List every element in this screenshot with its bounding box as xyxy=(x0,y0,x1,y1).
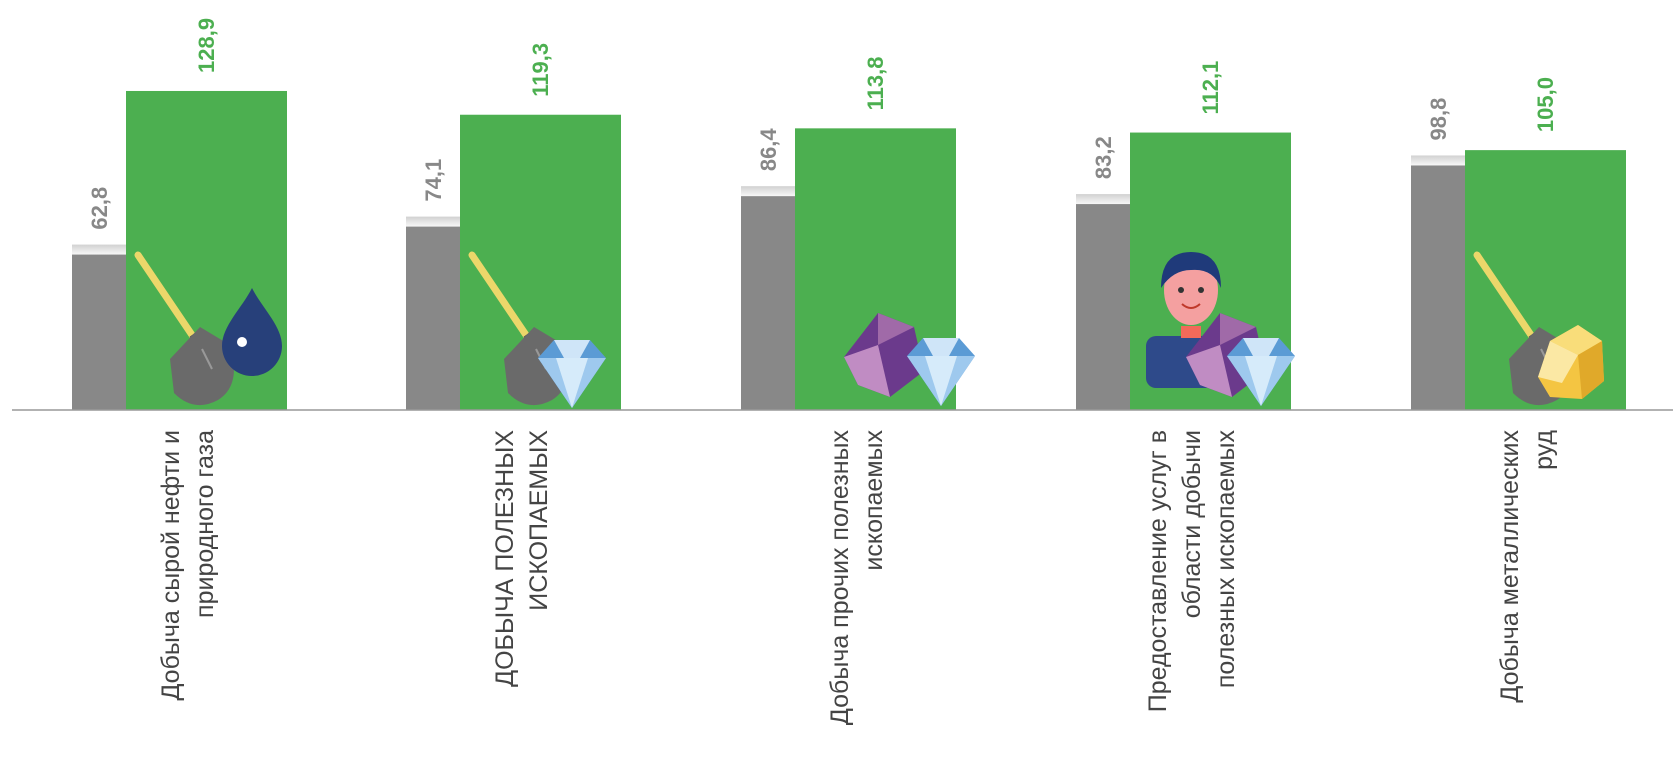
value-label-series2-4: 112,1 xyxy=(1198,61,1223,115)
category-label-line: Добыча металлических xyxy=(1496,430,1524,703)
value-label-series2-2: 119,3 xyxy=(528,43,553,97)
bar-series1-5 xyxy=(1411,165,1465,410)
value-label-series1-4: 83,2 xyxy=(1091,136,1116,179)
bar-shadow xyxy=(406,216,468,229)
category-label-line: природного газа xyxy=(191,430,219,618)
category-label-line: полезных ископаемых xyxy=(1212,430,1240,689)
category-label-line: Добыча прочих полезных xyxy=(826,430,854,726)
bar-shadow xyxy=(1411,155,1473,168)
diamond-icon xyxy=(538,340,606,408)
category-label-1: Добыча сырой нефти и природного газа xyxy=(157,430,219,701)
bar-shadow xyxy=(1076,194,1138,207)
crystal-icon xyxy=(844,313,924,397)
bar-series1-2 xyxy=(406,226,460,410)
value-label-series2-5: 105,0 xyxy=(1533,77,1558,132)
bar-series1-4 xyxy=(1076,204,1130,410)
value-label-series2-3: 113,8 xyxy=(863,57,888,111)
bar-shadow xyxy=(72,244,134,257)
diamond-icon xyxy=(1227,338,1295,406)
bar-series1-1 xyxy=(72,254,126,410)
category-label-5: Добыча металлических руд xyxy=(1496,430,1558,703)
category-label-3: Добыча прочих полезных ископаемых xyxy=(826,430,888,726)
value-label-series1-1: 62,8 xyxy=(87,187,112,230)
category-label-line: Добыча сырой нефти и xyxy=(157,430,185,701)
oil-drop-icon xyxy=(222,288,282,376)
category-label-line: ИСКОПАЕМЫХ xyxy=(525,430,553,611)
value-label-series2-1: 128,9 xyxy=(194,18,219,73)
category-label-line: руд xyxy=(1530,430,1558,470)
shovel-icon xyxy=(134,251,234,406)
category-label-2: ДОБЫЧА ПОЛЕЗНЫХ ИСКОПАЕМЫХ xyxy=(491,430,553,687)
bar-series1-3 xyxy=(741,196,795,410)
value-label-series1-3: 86,4 xyxy=(756,128,781,172)
gold-nugget-icon xyxy=(1538,325,1604,399)
category-label-4: Предоставление услуг в области добычи поле… xyxy=(1144,430,1240,713)
bar-shadow xyxy=(741,186,803,199)
value-label-series1-5: 98,8 xyxy=(1426,98,1451,141)
category-label-line: ископаемых xyxy=(860,430,888,571)
category-label-line: ДОБЫЧА ПОЛЕЗНЫХ xyxy=(491,430,519,687)
category-label-line: области добычи xyxy=(1178,430,1206,618)
category-label-line: Предоставление услуг в xyxy=(1144,430,1172,712)
value-label-series1-2: 74,1 xyxy=(421,159,446,202)
diamond-icon xyxy=(907,338,975,406)
